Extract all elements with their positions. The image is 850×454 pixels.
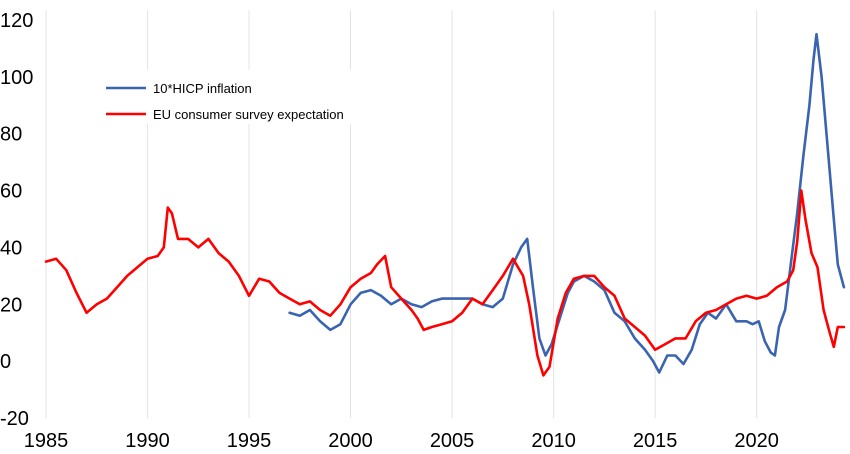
y-tick-label: 80 [0,124,22,146]
series-line-1 [44,189,846,377]
y-tick-label: 120 [0,10,33,32]
x-tick-label: 2000 [328,430,373,452]
series-layer [44,32,846,377]
y-tick-label: 100 [0,67,33,89]
y-tick-label: 20 [0,294,22,316]
x-tick-label: 2005 [430,430,475,452]
legend-box [98,70,388,124]
axis-layer: 1985 1990 1995 2000 2005 2010 2015 2020 -20 0 20 40… [0,10,779,452]
x-tick-label: 1985 [24,430,69,452]
y-tick-label: 40 [0,237,22,259]
x-tick-label: 1990 [125,430,170,452]
x-tick-label: 2020 [734,430,779,452]
legend: 10*HICP inflation EU consumer survey exp… [98,70,388,124]
x-tick-label: 2015 [633,430,678,452]
y-tick-label: -20 [0,408,29,430]
x-tick-label: 2010 [531,430,576,452]
legend-label-hicp: 10*HICP inflation [153,81,252,96]
y-tick-label: 0 [0,351,11,373]
y-tick-label: 60 [0,181,22,203]
legend-label-survey: EU consumer survey expectation [153,107,344,122]
x-tick-label: 1995 [227,430,272,452]
